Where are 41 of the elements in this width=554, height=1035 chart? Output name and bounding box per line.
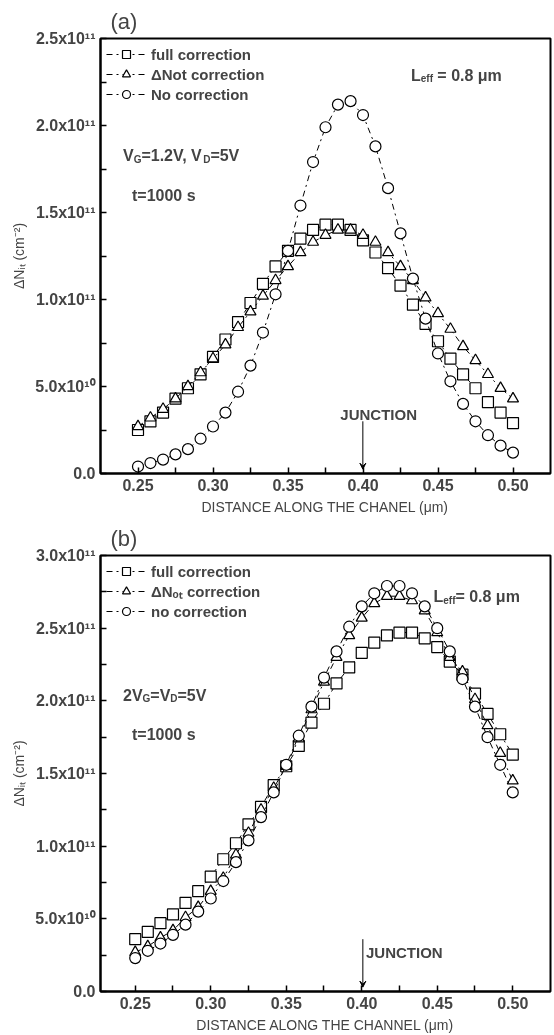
- x-tick-label: 0.40: [347, 476, 379, 494]
- y-axis-title: ΔNᵢₜ (cm⁻²): [11, 740, 28, 807]
- y-tick-label: 3.0x10¹¹: [35, 547, 96, 564]
- x-tick-label: 0.25: [119, 994, 151, 1012]
- y-tick-label: 2.0x10¹¹: [35, 117, 96, 134]
- annotation: t=1000 s: [132, 186, 196, 204]
- y-tick-label: 2.0x10¹¹: [35, 692, 96, 710]
- x-axis-title: DISTANCE ALONG THE CHANNEL (μm): [196, 1016, 454, 1033]
- legend-label: ΔNₒₜ correction: [151, 582, 261, 601]
- y-tick-label: 0.0: [73, 465, 96, 482]
- y-tick-label: 2.5x10¹¹: [35, 30, 96, 47]
- annotation: JUNCTION: [366, 943, 443, 961]
- y-tick-label: 1.0x10¹¹: [35, 837, 96, 855]
- legend-label: No correction: [151, 85, 249, 103]
- x-tick-label: 0.50: [497, 994, 529, 1012]
- x-tick-label: 0.30: [195, 994, 227, 1012]
- y-tick-label: 1.0x10¹¹: [35, 291, 96, 308]
- y-tick-label: 1.5x10¹¹: [35, 204, 96, 221]
- x-axis-title: DISTANCE ALONG THE CHANEL (μm): [201, 498, 449, 515]
- x-tick-label: 0.35: [270, 994, 302, 1012]
- y-tick-label: 2.5x10¹¹: [35, 619, 96, 637]
- x-tick-label: 0.30: [197, 476, 229, 494]
- chart-title: (b): [110, 525, 138, 551]
- x-tick-label: 0.50: [497, 476, 529, 494]
- annotation: JUNCTION: [340, 406, 418, 424]
- legend-label: ΔNot correction: [151, 65, 265, 83]
- x-tick-label: 0.35: [272, 476, 304, 494]
- y-tick-label: 5.0x10¹⁰: [35, 378, 96, 395]
- x-tick-label: 0.45: [422, 476, 454, 494]
- y-tick-label: 0.0: [73, 983, 96, 1000]
- legend-label: no correction: [151, 602, 247, 620]
- annotation: t=1000 s: [132, 725, 196, 743]
- legend-label: full correction: [151, 45, 252, 63]
- legend-label: full correction: [151, 562, 252, 580]
- y-tick-label: 5.0x10¹⁰: [35, 910, 96, 928]
- x-tick-label: 0.45: [421, 994, 453, 1012]
- chart-title: (a): [110, 8, 138, 34]
- y-axis-title: ΔNᵢₜ (cm⁻²): [11, 222, 28, 290]
- x-tick-label: 0.40: [346, 994, 378, 1012]
- y-tick-label: 1.5x10¹¹: [35, 765, 96, 782]
- x-tick-label: 0.25: [122, 476, 154, 494]
